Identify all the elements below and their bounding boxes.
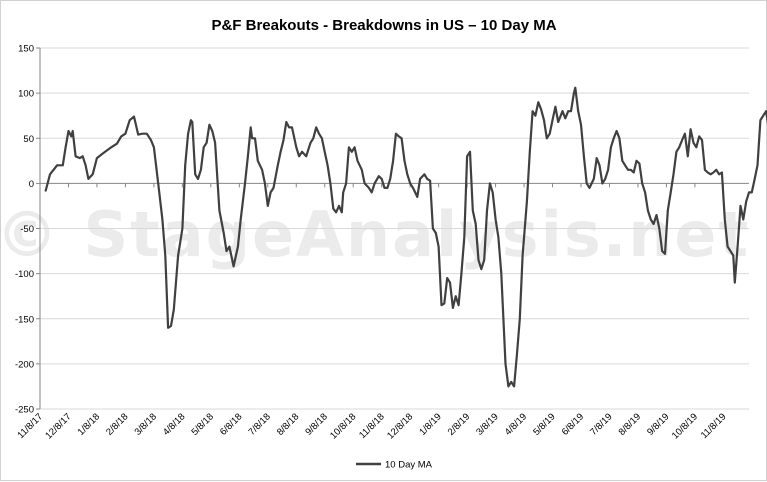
x-tick-label: 1/8/18 xyxy=(76,411,102,437)
x-tick-label: 6/8/19 xyxy=(560,411,586,437)
x-tick-label: 12/8/17 xyxy=(43,411,73,441)
y-tick-label: -50 xyxy=(20,224,34,235)
x-tick-label: 7/8/18 xyxy=(246,411,272,437)
x-tick-label: 3/8/19 xyxy=(474,411,500,437)
x-tick-label: 7/8/19 xyxy=(588,411,614,437)
x-tick-label: 8/8/18 xyxy=(275,411,301,437)
y-tick-label: -150 xyxy=(15,314,34,325)
series-line-10-day-ma xyxy=(44,86,767,388)
y-tick-label: -250 xyxy=(15,405,34,416)
x-tick-label: 4/8/19 xyxy=(503,411,529,437)
x-tick-label: 11/8/18 xyxy=(357,411,387,441)
y-tick-label: 100 xyxy=(18,89,34,100)
x-tick-label: 9/8/18 xyxy=(303,411,329,437)
legend: 10 Day MA xyxy=(356,460,433,471)
y-tick-label: -200 xyxy=(15,359,34,370)
x-tick-label: 11/8/19 xyxy=(699,411,729,441)
y-tick-label: -100 xyxy=(15,269,34,280)
x-tick-label: 8/8/19 xyxy=(617,411,643,437)
legend-label: 10 Day MA xyxy=(385,460,433,471)
x-tick-label: 2/8/19 xyxy=(446,411,472,437)
x-tick-label: 5/8/19 xyxy=(531,411,557,437)
x-tick-label: 4/8/18 xyxy=(161,411,187,437)
chart-title: P&F Breakouts - Breakdowns in US – 10 Da… xyxy=(211,17,556,34)
x-tick-label: 1/8/19 xyxy=(417,411,443,437)
watermark-text: © StageAnalysis.net xyxy=(1,198,750,271)
y-tick-label: 150 xyxy=(18,44,34,55)
x-tick-label: 6/8/18 xyxy=(218,411,244,437)
series-layer xyxy=(44,86,767,388)
x-tick-label: 3/8/18 xyxy=(133,411,159,437)
x-tick-label: 11/8/17 xyxy=(15,411,45,441)
gridlines xyxy=(40,47,749,410)
y-axis-tick-labels: 150 100 50 0 -50 -100 -150 -200 -250 xyxy=(15,44,34,416)
y-tick-label: 50 xyxy=(23,134,34,145)
x-tick-label: 5/8/18 xyxy=(190,411,216,437)
x-tick-label: 12/8/18 xyxy=(385,411,415,441)
y-tick-label: 0 xyxy=(29,179,34,190)
x-tick-label: 10/8/18 xyxy=(328,411,358,441)
x-tick-label: 10/8/19 xyxy=(670,411,700,441)
x-tick-label: 9/8/19 xyxy=(645,411,671,437)
x-tick-label: 2/8/18 xyxy=(104,411,130,437)
